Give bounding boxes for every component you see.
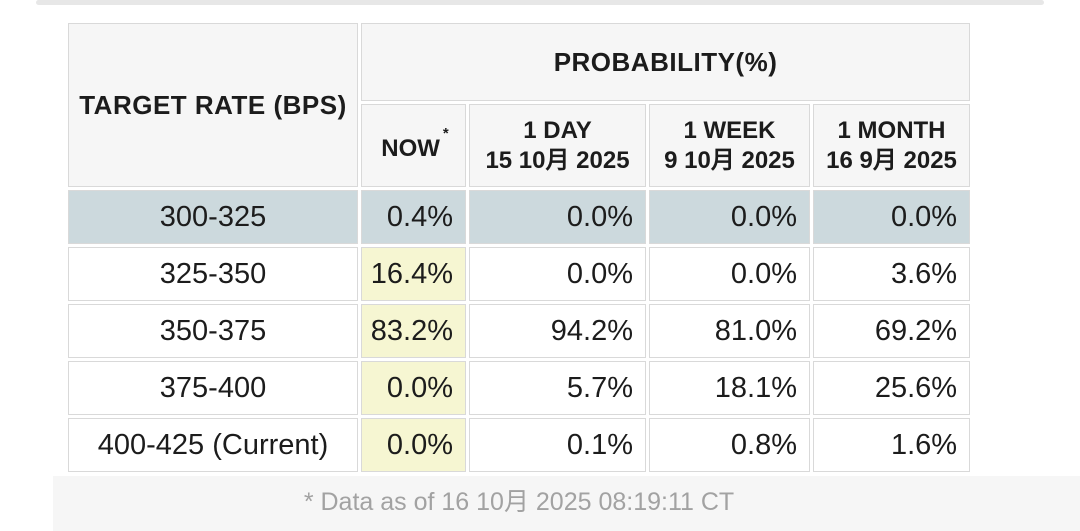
col-header-1month: 1 MONTH 16 9月 2025	[813, 104, 971, 187]
table-row-350-375: 350-375 83.2% 94.2% 81.0% 69.2%	[68, 304, 971, 358]
footer-band: * Data as of 16 10月 2025 08:19:11 CT	[53, 476, 1080, 531]
target-rate-header: TARGET RATE (BPS)	[68, 23, 358, 187]
now-label: NOW	[381, 134, 440, 162]
period-date: 16 9月 2025	[826, 146, 957, 174]
now-probability-cell: 0.0%	[361, 418, 466, 472]
period-date: 9 10月 2025	[664, 146, 795, 174]
week-probability-cell: 18.1%	[649, 361, 810, 415]
period-label: 1 MONTH	[837, 116, 946, 144]
target-rate-cell: 400-425 (Current)	[68, 418, 358, 472]
col-header-1week: 1 WEEK 9 10月 2025	[649, 104, 810, 187]
day-probability-cell: 0.0%	[469, 247, 646, 301]
week-probability-cell: 81.0%	[649, 304, 810, 358]
now-probability-cell: 16.4%	[361, 247, 466, 301]
week-probability-cell: 0.0%	[649, 190, 810, 244]
now-probability-cell: 83.2%	[361, 304, 466, 358]
month-probability-cell: 3.6%	[813, 247, 971, 301]
target-rate-cell: 350-375	[68, 304, 358, 358]
day-probability-cell: 5.7%	[469, 361, 646, 415]
top-divider	[36, 0, 1044, 5]
day-probability-cell: 0.0%	[469, 190, 646, 244]
target-rate-cell: 375-400	[68, 361, 358, 415]
col-header-1day: 1 DAY 15 10月 2025	[469, 104, 646, 187]
probability-header: PROBABILITY(%)	[361, 23, 971, 101]
table-row-325-350: 325-350 16.4% 0.0% 0.0% 3.6%	[68, 247, 971, 301]
now-probability-cell: 0.4%	[361, 190, 466, 244]
table-row-300-325: 300-325 0.4% 0.0% 0.0% 0.0%	[68, 190, 971, 244]
week-probability-cell: 0.0%	[649, 247, 810, 301]
col-header-now: NOW*	[361, 104, 466, 187]
month-probability-cell: 1.6%	[813, 418, 971, 472]
target-rate-cell: 300-325	[68, 190, 358, 244]
period-date: 15 10月 2025	[485, 146, 630, 174]
now-asterisk: *	[442, 124, 449, 142]
month-probability-cell: 0.0%	[813, 190, 971, 244]
week-probability-cell: 0.8%	[649, 418, 810, 472]
rate-probability-table: TARGET RATE (BPS) PROBABILITY(%) NOW* 1 …	[65, 20, 973, 475]
data-as-of-note: * Data as of 16 10月 2025 08:19:11 CT	[303, 488, 735, 516]
target-rate-cell: 325-350	[68, 247, 358, 301]
month-probability-cell: 69.2%	[813, 304, 971, 358]
now-probability-cell: 0.0%	[361, 361, 466, 415]
day-probability-cell: 94.2%	[469, 304, 646, 358]
month-probability-cell: 25.6%	[813, 361, 971, 415]
day-probability-cell: 0.1%	[469, 418, 646, 472]
table-row-375-400: 375-400 0.0% 5.7% 18.1% 25.6%	[68, 361, 971, 415]
period-label: 1 WEEK	[683, 116, 776, 144]
period-label: 1 DAY	[523, 116, 592, 144]
table-row-400-425-current: 400-425 (Current) 0.0% 0.1% 0.8% 1.6%	[68, 418, 971, 472]
